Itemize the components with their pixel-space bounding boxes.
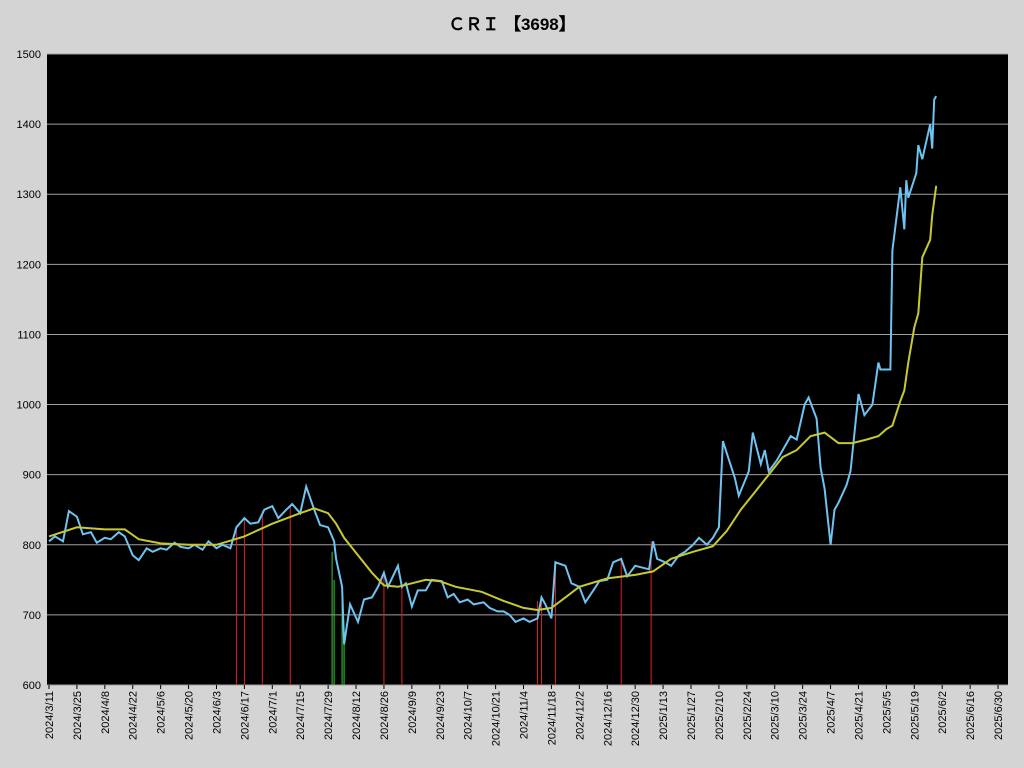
x-tick-label: 2025/3/10 xyxy=(770,691,782,740)
x-tick-label: 2025/6/16 xyxy=(965,691,977,740)
x-tick-label: 2024/12/2 xyxy=(574,691,586,740)
x-tick-label: 2025/2/10 xyxy=(714,691,726,740)
x-tick-label: 2024/7/29 xyxy=(323,691,335,740)
x-tick-label: 2024/7/1 xyxy=(267,691,279,734)
chart-title: ＣＲＩ 【3698】 xyxy=(448,14,576,34)
x-tick-label: 2025/2/24 xyxy=(742,691,754,740)
x-tick-label: 2024/9/9 xyxy=(407,691,419,734)
x-tick-label: 2024/12/16 xyxy=(602,691,614,746)
y-tick-label: 1100 xyxy=(17,329,41,341)
y-tick-label: 1300 xyxy=(17,189,41,201)
x-tick-label: 2024/6/3 xyxy=(211,691,223,734)
x-tick-label: 2024/10/21 xyxy=(491,691,503,746)
x-tick-label: 2024/11/18 xyxy=(546,691,558,745)
y-tick-label: 1400 xyxy=(17,119,41,131)
x-tick-label: 2024/7/15 xyxy=(295,691,307,740)
x-tick-label: 2024/10/7 xyxy=(463,691,475,740)
x-tick-label: 2025/1/13 xyxy=(658,691,670,740)
x-tick-label: 2024/11/4 xyxy=(519,691,531,739)
x-tick-label: 2024/8/12 xyxy=(351,691,363,740)
price-line xyxy=(48,185,938,612)
x-tick-label: 2025/6/30 xyxy=(993,691,1005,740)
x-tick-label: 2024/4/8 xyxy=(100,691,112,734)
y-tick-label: 1000 xyxy=(17,400,41,412)
x-tick-label: 2025/6/2 xyxy=(937,691,949,734)
plot-area xyxy=(47,54,1008,685)
y-tick-label: 600 xyxy=(23,680,41,692)
y-tick-label: 900 xyxy=(23,470,41,482)
x-tick-label: 2024/6/17 xyxy=(239,691,251,740)
x-tick-label: 2024/4/22 xyxy=(128,691,140,740)
x-tick-label: 2025/3/24 xyxy=(798,691,810,740)
x-tick-label: 2024/8/26 xyxy=(379,691,391,740)
x-tick-label: 2024/9/23 xyxy=(435,691,447,740)
x-tick-label: 2024/5/20 xyxy=(184,691,196,740)
x-tick-label: 2025/4/7 xyxy=(826,691,838,734)
x-tick-label: 2025/5/5 xyxy=(881,691,893,734)
y-tick-label: 800 xyxy=(23,540,41,552)
x-tick-label: 2024/3/11 xyxy=(44,691,56,739)
y-tick-label: 1200 xyxy=(17,259,41,271)
x-tick-label: 2024/3/25 xyxy=(72,691,84,740)
y-tick-label: 1500 xyxy=(17,49,41,61)
y-tick-label: 700 xyxy=(23,610,41,622)
x-tick-label: 2024/5/6 xyxy=(156,691,168,734)
x-tick-label: 2025/1/27 xyxy=(686,691,698,740)
x-tick-label: 2025/4/21 xyxy=(853,691,865,740)
x-tick-label: 2025/5/19 xyxy=(909,691,921,740)
x-tick-label: 2024/12/30 xyxy=(630,691,642,746)
